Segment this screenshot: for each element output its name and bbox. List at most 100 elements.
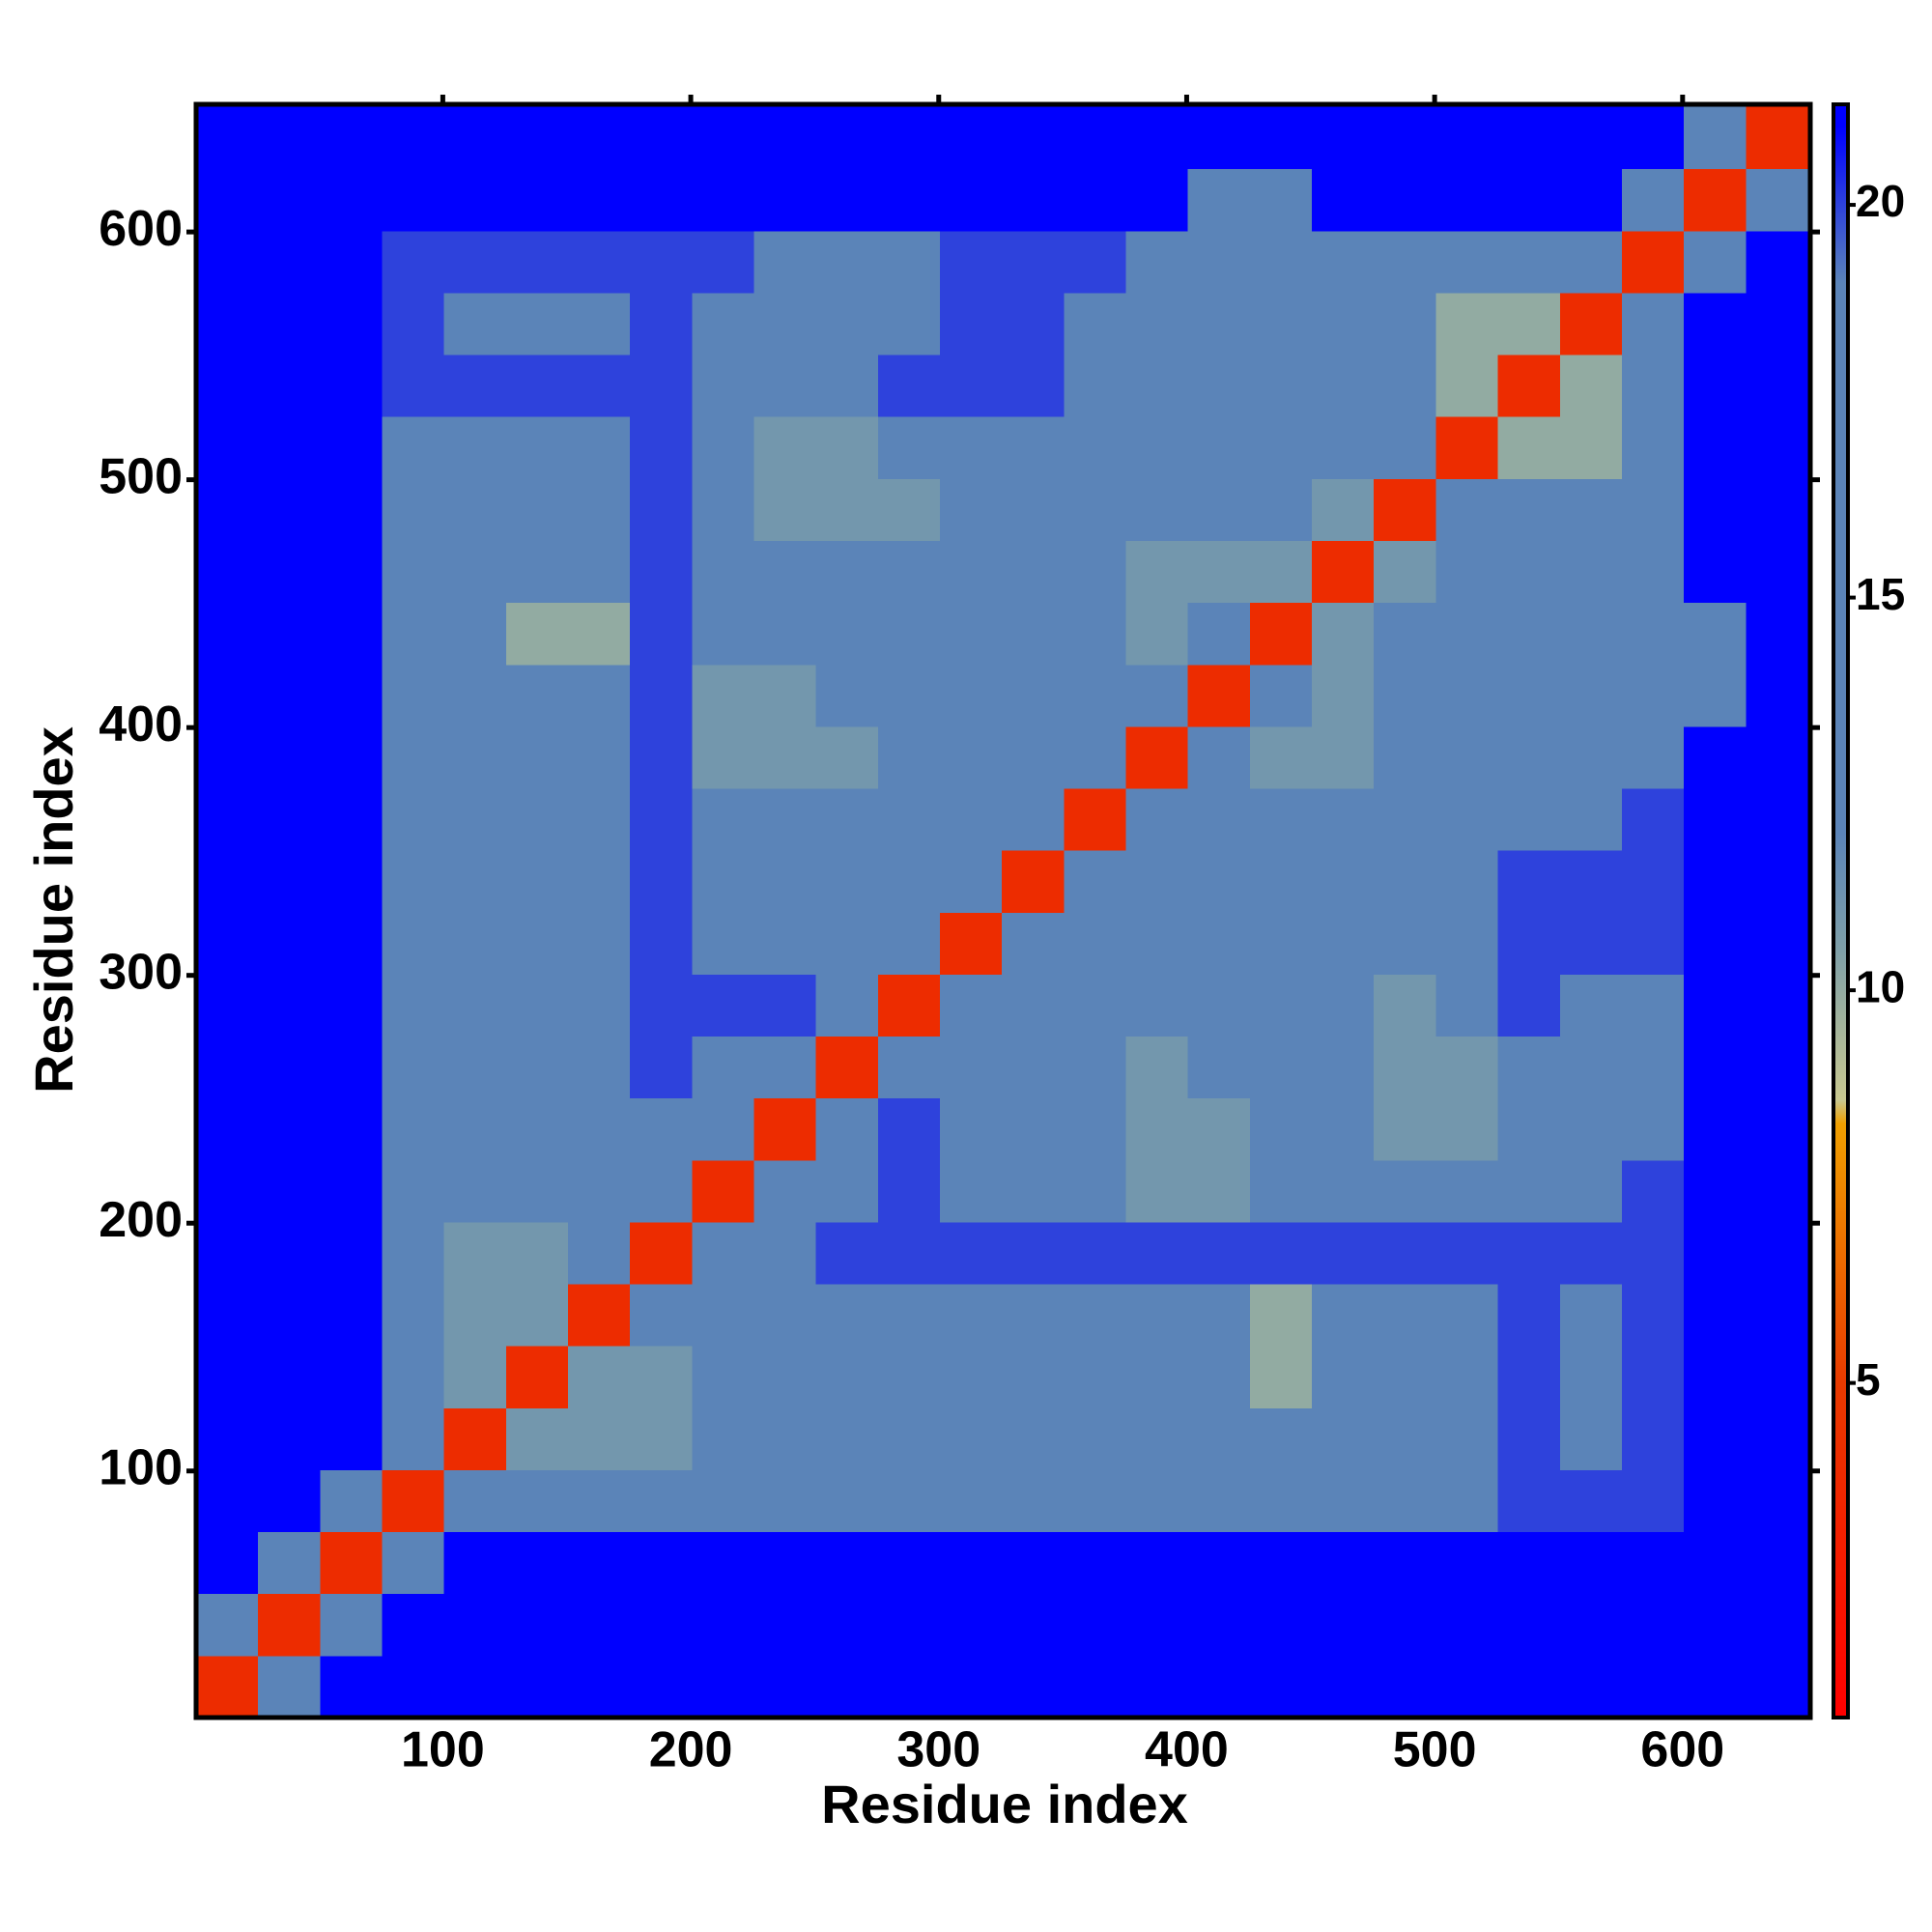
heatmap-cell xyxy=(630,850,693,913)
heatmap-cell xyxy=(1559,1531,1623,1595)
heatmap-cell xyxy=(568,1593,631,1657)
heatmap-cell xyxy=(320,478,384,541)
heatmap-cell xyxy=(1064,540,1127,604)
heatmap-cell xyxy=(940,168,1003,232)
heatmap-cell xyxy=(320,1036,384,1099)
heatmap-cell xyxy=(815,912,879,975)
heatmap-cell xyxy=(630,168,693,232)
heatmap-cell xyxy=(1249,1159,1313,1223)
heatmap-cell xyxy=(258,1221,321,1285)
heatmap-cell xyxy=(1312,912,1375,975)
heatmap-cells xyxy=(196,106,1808,1719)
heatmap-cell xyxy=(1435,1036,1499,1099)
heatmap-cell xyxy=(1249,1407,1313,1470)
heatmap-cell xyxy=(1621,850,1685,913)
heatmap-cell xyxy=(320,912,384,975)
heatmap-cell xyxy=(1002,664,1065,727)
heatmap-cell xyxy=(1002,416,1065,479)
heatmap-cell xyxy=(1312,602,1375,666)
heatmap-cell xyxy=(1187,478,1251,541)
heatmap-cell xyxy=(443,1655,507,1719)
heatmap-cell xyxy=(320,168,384,232)
heatmap-cell xyxy=(1249,974,1313,1037)
heatmap-cell xyxy=(1497,1407,1561,1470)
heatmap-cell xyxy=(382,788,445,851)
heatmap-cell xyxy=(815,1346,879,1408)
heatmap-cell xyxy=(692,1097,755,1161)
heatmap-cell xyxy=(1684,1221,1747,1285)
heatmap-cell xyxy=(505,1097,569,1161)
heatmap-cell xyxy=(258,168,321,232)
heatmap-cell xyxy=(382,1655,445,1719)
heatmap-cell xyxy=(1621,106,1685,170)
heatmap-cell xyxy=(753,1221,817,1285)
heatmap-cell xyxy=(1312,1531,1375,1595)
heatmap-cell xyxy=(1125,725,1189,789)
heatmap-cell xyxy=(1125,106,1189,170)
heatmap-cell xyxy=(382,1036,445,1099)
heatmap-cell xyxy=(940,1531,1003,1595)
heatmap-cell xyxy=(753,1593,817,1657)
heatmap-cell xyxy=(505,725,569,789)
heatmap-cell xyxy=(1621,168,1685,232)
heatmap-cell xyxy=(568,1221,631,1285)
y-axis-title: Residue index xyxy=(23,726,84,1094)
heatmap-cell xyxy=(1064,416,1127,479)
heatmap-cell xyxy=(1249,1531,1313,1595)
heatmap-cell xyxy=(1559,1284,1623,1347)
heatmap-cell xyxy=(1559,416,1623,479)
heatmap-cell xyxy=(1684,540,1747,604)
heatmap-cell xyxy=(1559,912,1623,975)
heatmap-cell xyxy=(382,1284,445,1347)
heatmap-cell xyxy=(196,1346,259,1408)
heatmap-cell xyxy=(1249,416,1313,479)
heatmap-cell xyxy=(1497,1346,1561,1408)
heatmap-cell xyxy=(1374,725,1436,789)
heatmap-cell xyxy=(753,1036,817,1099)
heatmap-cell xyxy=(1064,478,1127,541)
heatmap-cell xyxy=(1435,1346,1499,1408)
heatmap-cell xyxy=(1374,1346,1436,1408)
heatmap-cell xyxy=(258,1531,321,1595)
heatmap-cell xyxy=(1497,1593,1561,1657)
heatmap-cell xyxy=(1002,540,1065,604)
heatmap-cell xyxy=(815,1284,879,1347)
heatmap-cell xyxy=(1746,478,1808,541)
heatmap-cell xyxy=(1064,602,1127,666)
heatmap-cell xyxy=(1746,1284,1808,1347)
heatmap-cell xyxy=(1621,1284,1685,1347)
heatmap-cell xyxy=(1559,850,1623,913)
heatmap-cell xyxy=(258,1284,321,1347)
heatmap-cell xyxy=(1249,1036,1313,1099)
heatmap-cell xyxy=(382,1593,445,1657)
heatmap-cell xyxy=(753,478,817,541)
heatmap-cell xyxy=(1684,1407,1747,1470)
heatmap-cell xyxy=(753,168,817,232)
heatmap-cell xyxy=(1435,664,1499,727)
heatmap-cell xyxy=(1497,1469,1561,1533)
heatmap-cell xyxy=(940,1655,1003,1719)
heatmap-cell xyxy=(1621,540,1685,604)
heatmap-cell xyxy=(258,416,321,479)
heatmap-cell xyxy=(753,1531,817,1595)
heatmap-cell xyxy=(320,230,384,294)
heatmap-cell xyxy=(505,788,569,851)
heatmap-cell xyxy=(443,1531,507,1595)
heatmap-cell xyxy=(320,788,384,851)
heatmap-cell xyxy=(753,416,817,479)
heatmap-cell xyxy=(1374,416,1436,479)
heatmap-cell xyxy=(940,725,1003,789)
heatmap-cell xyxy=(1312,1346,1375,1408)
heatmap-cell xyxy=(1002,912,1065,975)
heatmap-cell xyxy=(505,1036,569,1099)
heatmap-cell xyxy=(320,416,384,479)
heatmap-cell xyxy=(382,1346,445,1408)
heatmap-cell xyxy=(1002,974,1065,1037)
heatmap-cell xyxy=(940,1097,1003,1161)
colorbar-tick-label: 5 xyxy=(1856,1354,1881,1405)
heatmap-cell xyxy=(320,292,384,355)
heatmap-cell xyxy=(815,602,879,666)
heatmap-cell xyxy=(1064,106,1127,170)
heatmap-cell xyxy=(443,1097,507,1161)
heatmap-cell xyxy=(1435,230,1499,294)
